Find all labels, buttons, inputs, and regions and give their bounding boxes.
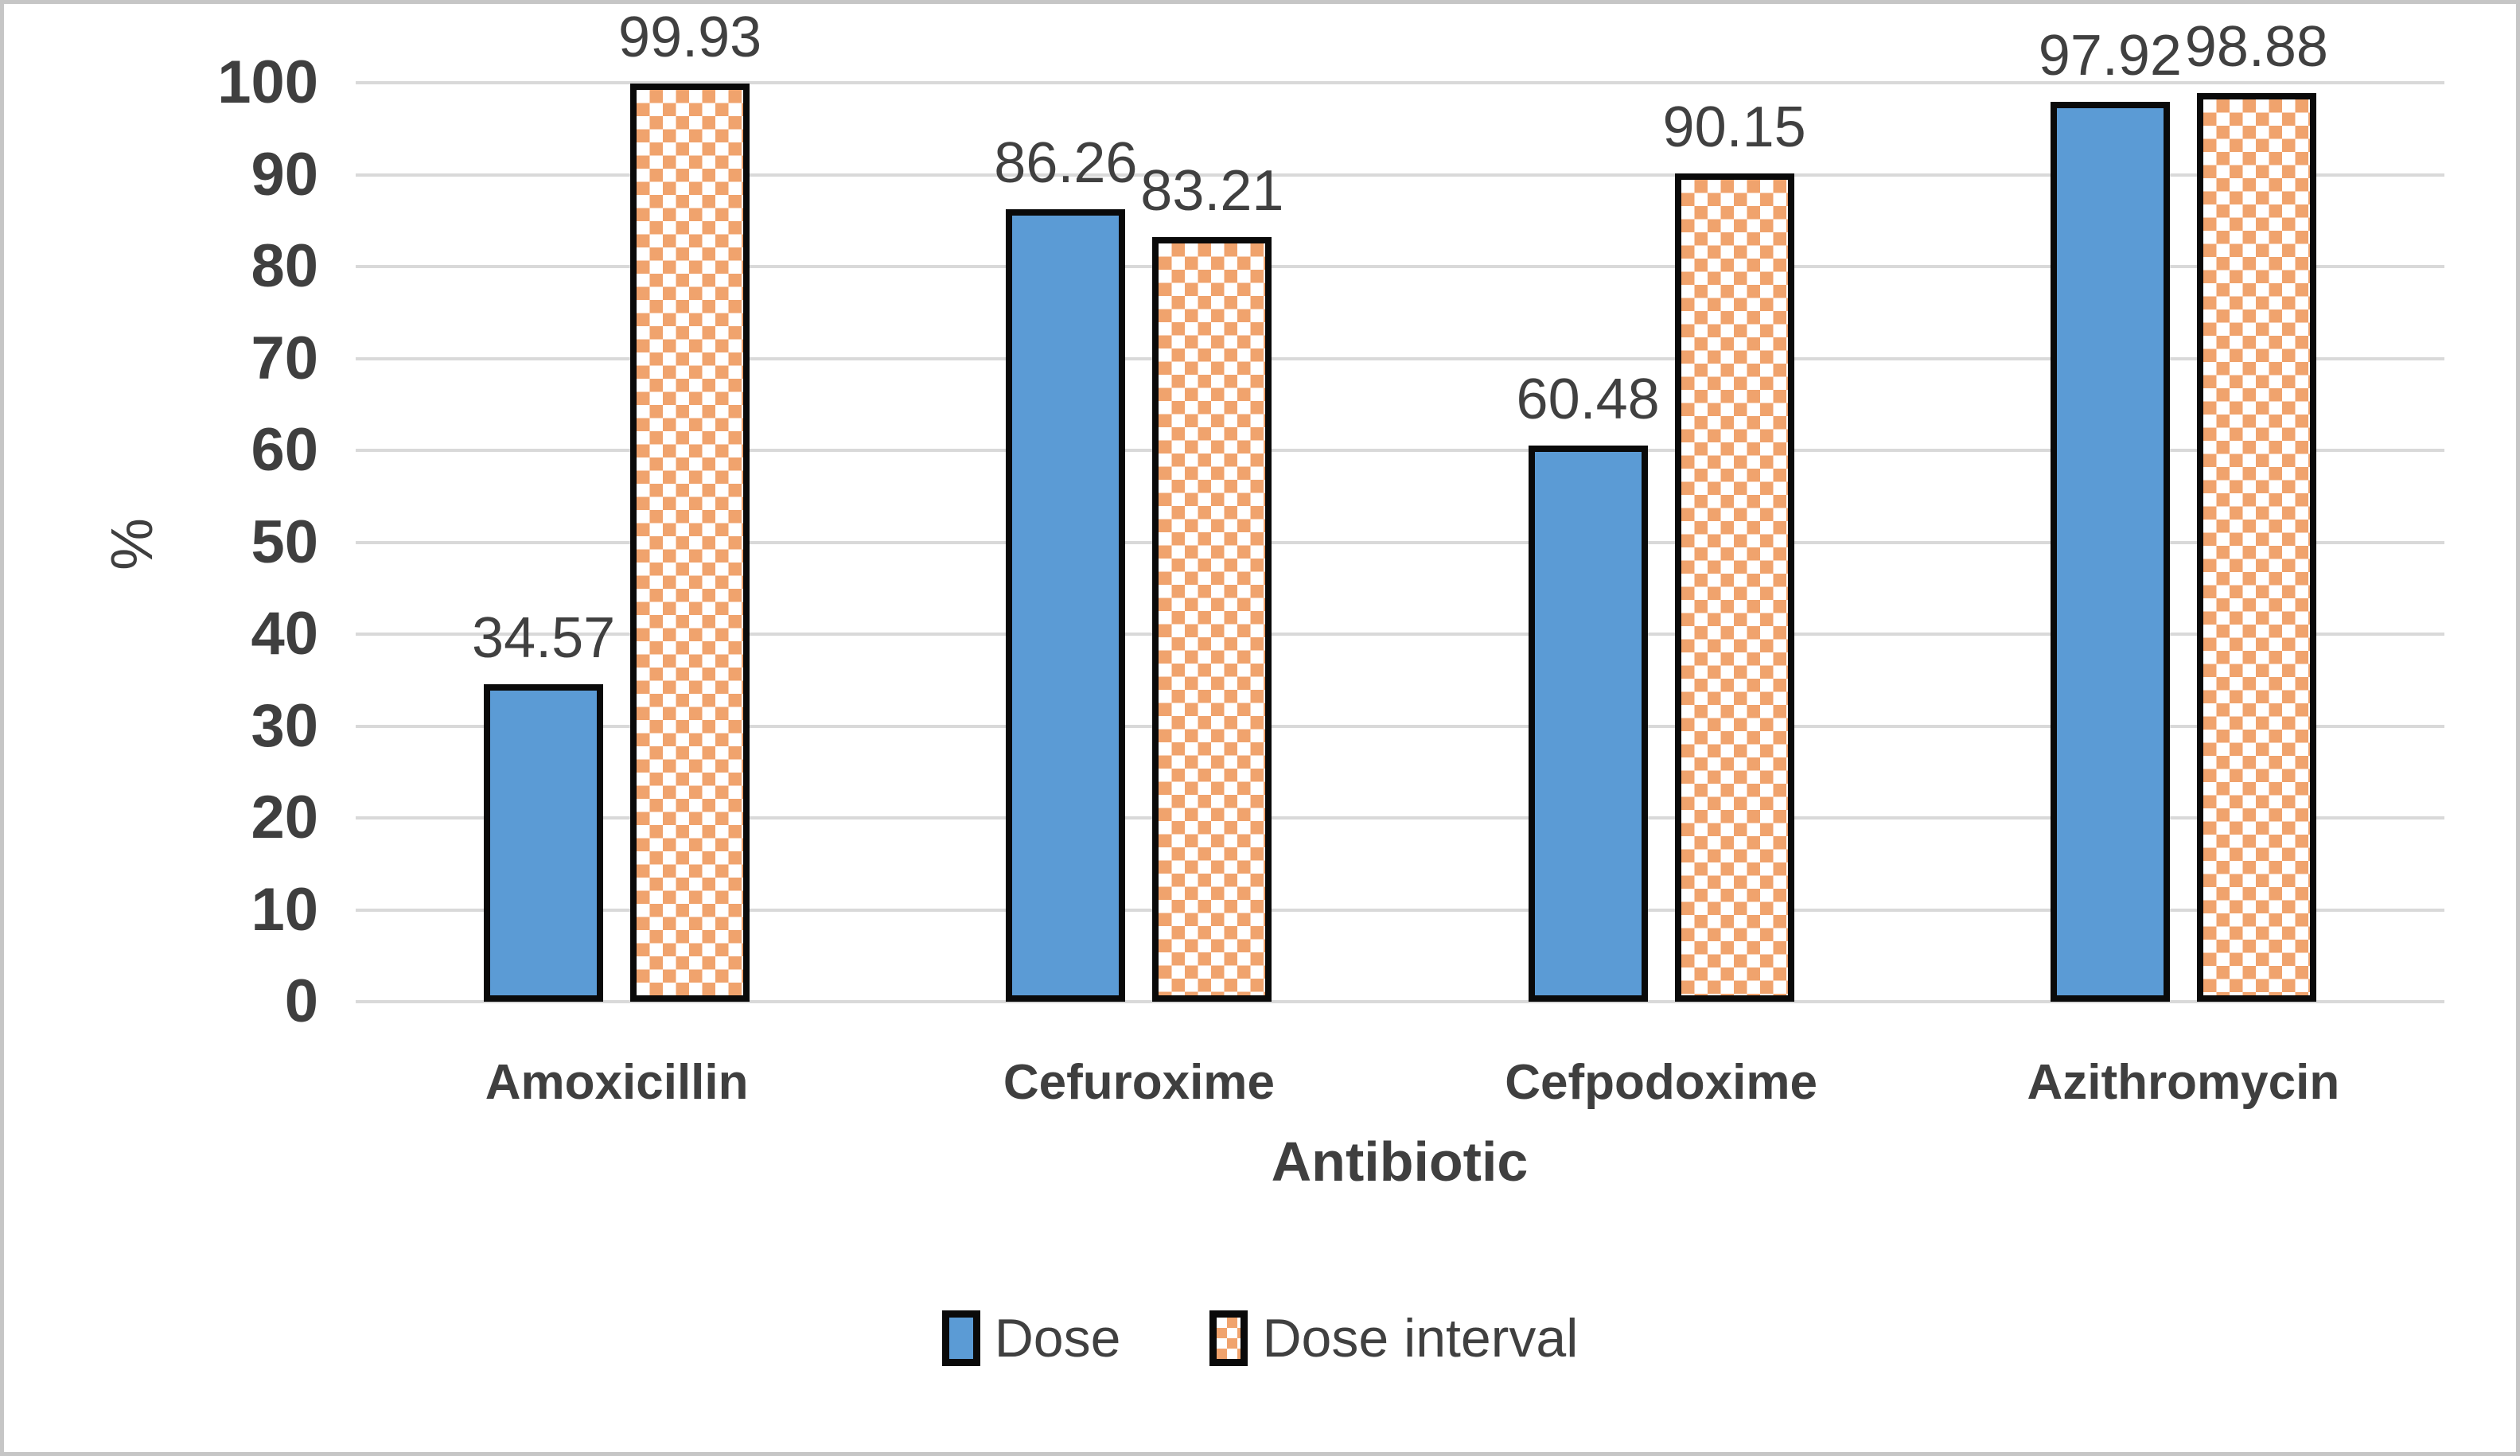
x-axis-title: Antibiotic bbox=[1271, 1131, 1529, 1193]
y-tick-label-40: 40 bbox=[251, 600, 318, 668]
gridline-80 bbox=[356, 265, 2444, 268]
data-label-dose-cefpodoxime: 60.48 bbox=[1516, 368, 1660, 432]
y-tick-label-90: 90 bbox=[251, 140, 318, 208]
x-category-label-cefuroxime: Cefuroxime bbox=[1003, 1055, 1275, 1110]
legend-swatch-dose-interval bbox=[1209, 1310, 1248, 1366]
bar-dose-interval-cefuroxime bbox=[1152, 236, 1272, 1002]
x-category-label-amoxicillin: Amoxicillin bbox=[485, 1055, 749, 1110]
legend-label-dose: Dose bbox=[994, 1308, 1121, 1368]
data-label-dose-interval-amoxicillin: 99.93 bbox=[618, 5, 762, 69]
gridline-40 bbox=[356, 633, 2444, 636]
data-label-dose-interval-cefpodoxime: 90.15 bbox=[1662, 95, 1806, 159]
x-category-label-azithromycin: Azithromycin bbox=[2027, 1055, 2340, 1110]
legend-swatch-dose bbox=[941, 1310, 980, 1366]
gridline-0 bbox=[356, 1000, 2444, 1003]
bar-dose-interval-cefpodoxime bbox=[1674, 173, 1794, 1002]
data-label-dose-cefuroxime: 86.26 bbox=[994, 130, 1138, 195]
y-tick-label-80: 80 bbox=[251, 232, 318, 300]
gridline-30 bbox=[356, 724, 2444, 728]
gridline-10 bbox=[356, 908, 2444, 912]
bar-dose-cefpodoxime bbox=[1528, 446, 1648, 1002]
data-label-dose-azithromycin: 97.92 bbox=[2038, 24, 2182, 88]
y-tick-label-70: 70 bbox=[251, 324, 318, 392]
bar-dose-interval-azithromycin bbox=[2196, 92, 2316, 1002]
bar-dose-azithromycin bbox=[2050, 102, 2170, 1002]
y-tick-label-10: 10 bbox=[251, 875, 318, 944]
y-tick-label-30: 30 bbox=[251, 691, 318, 760]
bar-dose-cefuroxime bbox=[1006, 208, 1126, 1002]
y-tick-label-20: 20 bbox=[251, 784, 318, 851]
gridline-20 bbox=[356, 816, 2444, 819]
y-tick-label-100: 100 bbox=[217, 49, 318, 116]
gridline-50 bbox=[356, 540, 2444, 544]
data-label-dose-interval-azithromycin: 98.88 bbox=[2184, 14, 2328, 79]
gridline-90 bbox=[356, 173, 2444, 177]
y-tick-label-50: 50 bbox=[251, 508, 318, 576]
y-tick-label-60: 60 bbox=[251, 416, 318, 484]
bar-dose-amoxicillin bbox=[484, 683, 604, 1002]
gridline-100 bbox=[356, 81, 2444, 84]
legend: Dose Dose interval bbox=[4, 1310, 2516, 1366]
x-category-label-cefpodoxime: Cefpodoxime bbox=[1505, 1055, 1817, 1110]
gridline-70 bbox=[356, 356, 2444, 360]
y-tick-label-0: 0 bbox=[284, 967, 318, 1035]
legend-item-dose: Dose bbox=[941, 1308, 1121, 1368]
gridline-60 bbox=[356, 449, 2444, 452]
data-label-dose-interval-cefuroxime: 83.21 bbox=[1140, 158, 1284, 223]
data-label-dose-amoxicillin: 34.57 bbox=[472, 605, 616, 670]
bar-dose-interval-amoxicillin bbox=[630, 83, 750, 1002]
legend-label-dose-interval: Dose interval bbox=[1262, 1308, 1579, 1368]
legend-item-dose-interval: Dose interval bbox=[1209, 1310, 1578, 1366]
